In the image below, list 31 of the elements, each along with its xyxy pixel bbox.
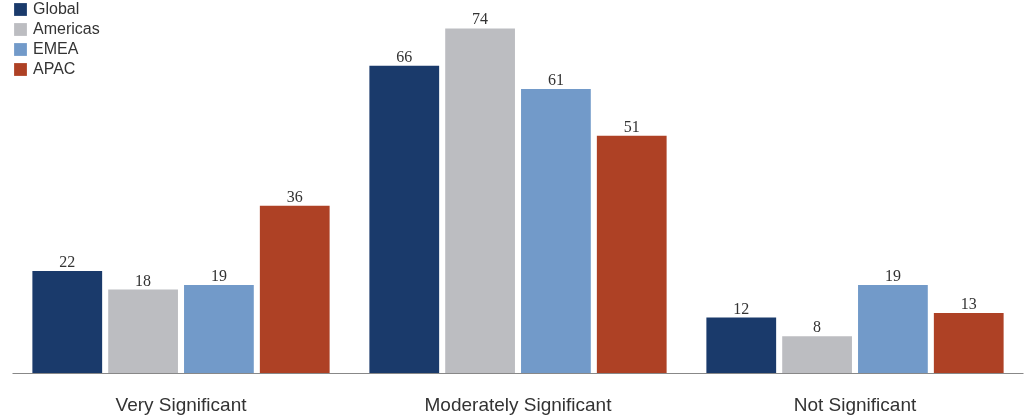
bar	[933, 312, 1004, 374]
bar	[108, 289, 178, 374]
legend-label: EMEA	[33, 40, 79, 58]
data-label: 19	[210, 266, 227, 284]
data-label: 18	[135, 271, 152, 289]
x-tick-label: Very Significant	[115, 393, 248, 415]
bar	[858, 284, 928, 374]
bar	[782, 336, 852, 374]
bar	[596, 135, 667, 374]
bar	[521, 89, 591, 374]
data-label: 22	[59, 252, 76, 270]
x-tick-label: Not Significant	[793, 393, 917, 415]
bar	[184, 284, 254, 374]
data-label: 13	[960, 294, 977, 312]
data-label: 66	[396, 47, 413, 65]
bar	[445, 28, 515, 374]
data-label: 74	[472, 10, 489, 28]
legend-label: APAC	[33, 60, 76, 78]
data-label: 36	[286, 187, 303, 205]
data-label: 19	[884, 266, 901, 284]
data-label: 61	[547, 71, 564, 89]
legend-label: Global	[33, 0, 80, 18]
bar	[259, 205, 330, 374]
bar	[369, 65, 440, 374]
bar	[706, 317, 777, 374]
data-label: 51	[623, 117, 640, 135]
data-label: 12	[733, 299, 750, 317]
legend-label: Americas	[33, 20, 100, 38]
bar	[32, 270, 103, 374]
data-label: 8	[813, 318, 822, 336]
x-tick-label: Moderately Significant	[424, 393, 613, 415]
